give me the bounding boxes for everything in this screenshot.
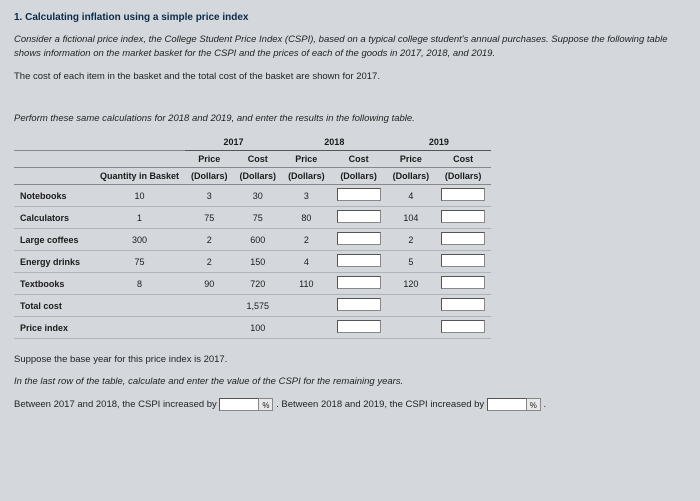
- input-c19-calculators[interactable]: [441, 210, 485, 223]
- input-pct-2018-2019[interactable]: [487, 398, 527, 411]
- cell-p17: 90: [185, 273, 234, 295]
- table-row: Textbooks 8 90 720 110 120: [14, 273, 491, 295]
- hdr-price: Price: [387, 151, 436, 168]
- input-c19-textbooks[interactable]: [441, 276, 485, 289]
- cell-p18: 80: [282, 207, 331, 229]
- fill-mid: . Between 2018 and 2019, the CSPI increa…: [276, 399, 484, 410]
- row-label: Large coffees: [14, 229, 94, 251]
- cell-c17: 30: [234, 185, 283, 207]
- row-label: Calculators: [14, 207, 94, 229]
- input-c18-textbooks[interactable]: [337, 276, 381, 289]
- cell-p18: 110: [282, 273, 331, 295]
- row-label: Textbooks: [14, 273, 94, 295]
- input-c18-calculators[interactable]: [337, 210, 381, 223]
- cell-p19: 120: [387, 273, 436, 295]
- cell-p18: 4: [282, 251, 331, 273]
- row-label: Energy drinks: [14, 251, 94, 273]
- note-base-year: Suppose the base year for this price ind…: [14, 353, 686, 367]
- pct-label: %: [527, 398, 541, 411]
- price-table: 2017 2018 2019 Price Cost Price Cost Pri…: [14, 134, 491, 339]
- cell-qty: 1: [94, 207, 185, 229]
- hdr-dollars: (Dollars): [387, 168, 436, 185]
- hdr-price: Price: [185, 151, 234, 168]
- input-c18-energy[interactable]: [337, 254, 381, 267]
- cell-index17: 100: [234, 317, 283, 339]
- instruction-1: Perform these same calculations for 2018…: [14, 112, 686, 126]
- input-total19[interactable]: [441, 298, 485, 311]
- cell-p19: 4: [387, 185, 436, 207]
- table-row: Notebooks 10 3 30 3 4: [14, 185, 491, 207]
- cell-c17: 720: [234, 273, 283, 295]
- cell-p17: 75: [185, 207, 234, 229]
- hdr-dollars: (Dollars): [331, 168, 387, 185]
- hdr-dollars: (Dollars): [435, 168, 491, 185]
- cell-qty: 75: [94, 251, 185, 273]
- input-index19[interactable]: [441, 320, 485, 333]
- cell-total17: 1,575: [234, 295, 283, 317]
- row-label: Price index: [14, 317, 94, 339]
- hdr-dollars: (Dollars): [282, 168, 331, 185]
- cell-c17: 150: [234, 251, 283, 273]
- cell-p19: 2: [387, 229, 436, 251]
- cell-qty: 300: [94, 229, 185, 251]
- table-row: Calculators 1 75 75 80 104: [14, 207, 491, 229]
- table-row: Energy drinks 75 2 150 4 5: [14, 251, 491, 273]
- fill-pre1: Between 2017 and 2018, the CSPI increase…: [14, 399, 217, 410]
- table-row-total: Total cost 1,575: [14, 295, 491, 317]
- hdr-dollars: (Dollars): [234, 168, 283, 185]
- input-c18-notebooks[interactable]: [337, 188, 381, 201]
- cell-p18: 2: [282, 229, 331, 251]
- cell-qty: 10: [94, 185, 185, 207]
- row-label: Notebooks: [14, 185, 94, 207]
- hdr-price: Price: [282, 151, 331, 168]
- input-c18-coffees[interactable]: [337, 232, 381, 245]
- cell-p19: 5: [387, 251, 436, 273]
- instruction-2: In the last row of the table, calculate …: [14, 375, 686, 389]
- intro-2: The cost of each item in the basket and …: [14, 70, 686, 84]
- col-2018: 2018: [282, 134, 387, 151]
- hdr-cost: Cost: [435, 151, 491, 168]
- table-row: Large coffees 300 2 600 2 2: [14, 229, 491, 251]
- table-row-index: Price index 100: [14, 317, 491, 339]
- intro-1: Consider a fictional price index, the Co…: [14, 33, 686, 62]
- pct-label: %: [259, 398, 273, 411]
- input-pct-2017-2018[interactable]: [219, 398, 259, 411]
- input-c19-coffees[interactable]: [441, 232, 485, 245]
- question-title: 1. Calculating inflation using a simple …: [14, 12, 686, 23]
- row-label: Total cost: [14, 295, 94, 317]
- hdr-qty: Quantity in Basket: [94, 168, 185, 185]
- fill-end: .: [543, 399, 546, 410]
- cell-p17: 2: [185, 251, 234, 273]
- input-total18[interactable]: [337, 298, 381, 311]
- hdr-dollars: (Dollars): [185, 168, 234, 185]
- cell-p17: 2: [185, 229, 234, 251]
- cell-c17: 600: [234, 229, 283, 251]
- fill-sentence: Between 2017 and 2018, the CSPI increase…: [14, 398, 686, 412]
- hdr-cost: Cost: [331, 151, 387, 168]
- input-c19-energy[interactable]: [441, 254, 485, 267]
- cell-p18: 3: [282, 185, 331, 207]
- input-c19-notebooks[interactable]: [441, 188, 485, 201]
- cell-c17: 75: [234, 207, 283, 229]
- cell-p19: 104: [387, 207, 436, 229]
- cell-p17: 3: [185, 185, 234, 207]
- hdr-cost: Cost: [234, 151, 283, 168]
- cell-qty: 8: [94, 273, 185, 295]
- input-index18[interactable]: [337, 320, 381, 333]
- col-2019: 2019: [387, 134, 492, 151]
- col-2017: 2017: [185, 134, 282, 151]
